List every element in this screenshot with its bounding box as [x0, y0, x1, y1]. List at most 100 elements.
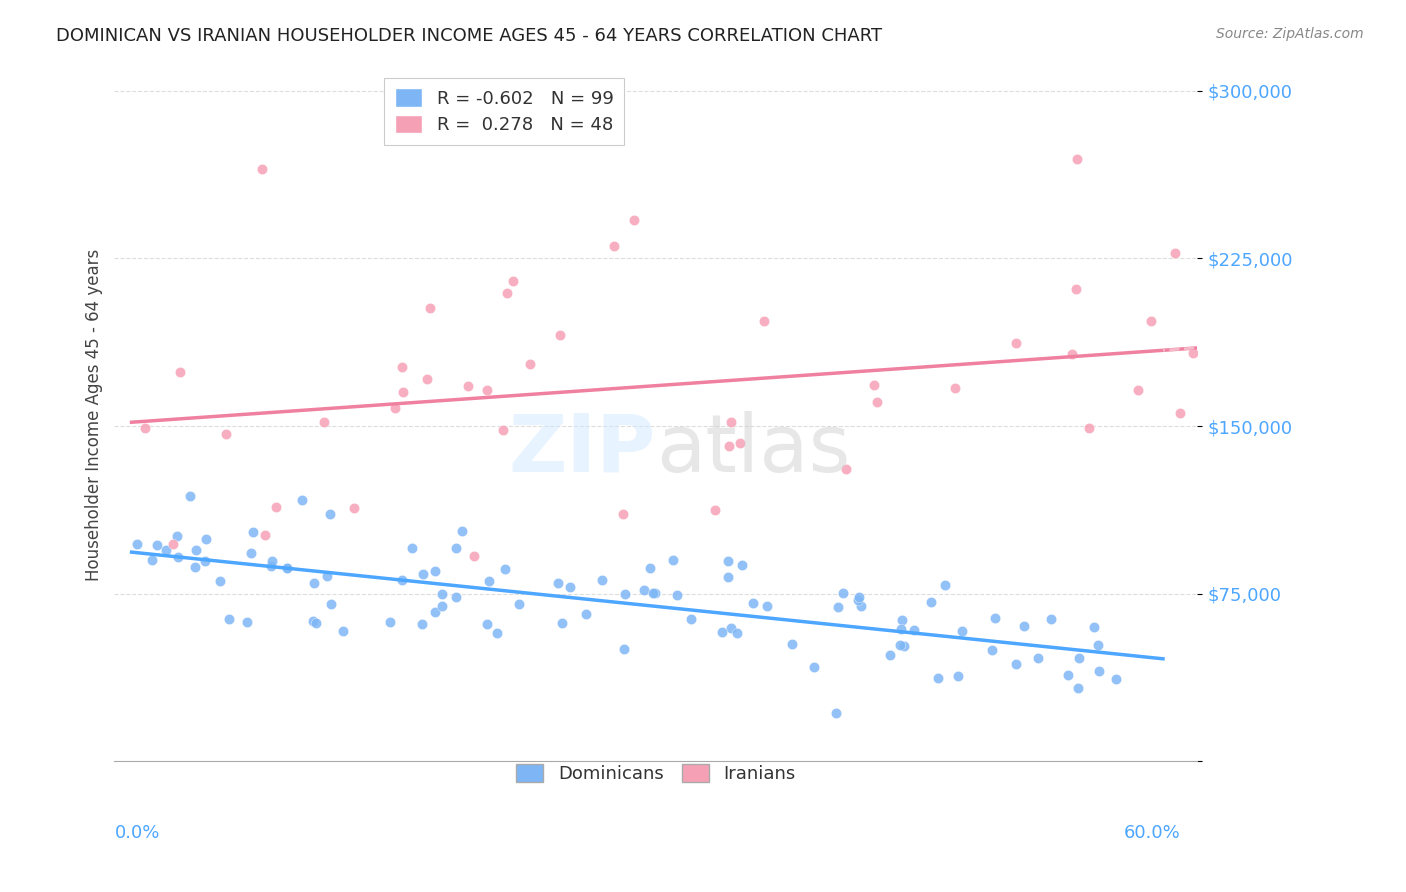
Point	[831, 586, 853, 600]
Point	[291, 493, 314, 508]
Point	[633, 582, 655, 597]
Point	[494, 562, 516, 576]
Point	[547, 576, 569, 591]
Point	[1168, 406, 1191, 420]
Point	[1077, 420, 1099, 434]
Point	[392, 385, 415, 400]
Point	[218, 612, 240, 626]
Point	[419, 301, 441, 315]
Point	[236, 615, 259, 630]
Point	[242, 524, 264, 539]
Point	[927, 671, 949, 685]
Point	[943, 380, 966, 394]
Point	[457, 379, 479, 393]
Point	[879, 648, 901, 662]
Point	[146, 538, 169, 552]
Point	[141, 553, 163, 567]
Point	[827, 599, 849, 614]
Point	[401, 541, 423, 555]
Point	[167, 550, 190, 565]
Point	[1246, 310, 1268, 324]
Point	[314, 415, 336, 429]
Point	[1223, 401, 1246, 416]
Point	[903, 623, 925, 637]
Point	[264, 500, 287, 515]
Point	[934, 578, 956, 592]
Point	[463, 549, 485, 564]
Point	[946, 669, 969, 683]
Point	[332, 624, 354, 639]
Point	[262, 554, 284, 568]
Text: 60.0%: 60.0%	[1123, 824, 1180, 842]
Point	[661, 553, 683, 567]
Point	[890, 613, 912, 627]
Point	[252, 162, 274, 177]
Point	[319, 507, 342, 521]
Text: DOMINICAN VS IRANIAN HOUSEHOLDER INCOME AGES 45 - 64 YEARS CORRELATION CHART: DOMINICAN VS IRANIAN HOUSEHOLDER INCOME …	[56, 27, 883, 45]
Point	[179, 489, 201, 503]
Point	[603, 239, 626, 253]
Point	[495, 286, 517, 301]
Point	[430, 599, 453, 613]
Point	[305, 615, 328, 630]
Point	[1257, 423, 1279, 437]
Point	[591, 573, 613, 587]
Point	[208, 574, 231, 588]
Y-axis label: Householder Income Ages 45 - 64 years: Householder Income Ages 45 - 64 years	[86, 249, 103, 581]
Point	[239, 546, 262, 560]
Point	[411, 616, 433, 631]
Point	[717, 570, 740, 584]
Point	[491, 423, 513, 437]
Point	[665, 588, 688, 602]
Point	[889, 638, 911, 652]
Point	[704, 503, 727, 517]
Point	[1012, 619, 1035, 633]
Point	[502, 274, 524, 288]
Point	[304, 575, 326, 590]
Point	[319, 597, 342, 611]
Point	[194, 532, 217, 546]
Point	[638, 560, 661, 574]
Point	[641, 586, 664, 600]
Point	[519, 357, 541, 371]
Point	[166, 529, 188, 543]
Point	[1066, 282, 1088, 296]
Point	[1164, 245, 1187, 260]
Legend: Dominicans, Iranians: Dominicans, Iranians	[506, 753, 806, 794]
Point	[391, 573, 413, 587]
Point	[848, 590, 870, 604]
Point	[717, 439, 740, 453]
Point	[1083, 620, 1105, 634]
Point	[1140, 314, 1163, 328]
Point	[432, 587, 454, 601]
Point	[612, 507, 634, 521]
Point	[893, 639, 915, 653]
Point	[276, 561, 298, 575]
Text: atlas: atlas	[655, 410, 851, 489]
Point	[803, 659, 825, 673]
Point	[623, 213, 645, 227]
Point	[1026, 651, 1049, 665]
Point	[127, 537, 149, 551]
Point	[681, 612, 703, 626]
Point	[644, 586, 666, 600]
Point	[162, 537, 184, 551]
Point	[1057, 667, 1080, 681]
Point	[756, 599, 779, 613]
Point	[1005, 657, 1028, 671]
Point	[863, 377, 886, 392]
Point	[1208, 326, 1230, 341]
Point	[950, 624, 973, 639]
Point	[155, 543, 177, 558]
Point	[742, 596, 765, 610]
Point	[1104, 672, 1126, 686]
Point	[478, 574, 501, 588]
Point	[866, 395, 889, 409]
Point	[423, 605, 446, 619]
Point	[485, 625, 508, 640]
Point	[444, 541, 467, 555]
Point	[186, 543, 208, 558]
Point	[1060, 347, 1083, 361]
Point	[825, 706, 848, 720]
Point	[1069, 650, 1091, 665]
